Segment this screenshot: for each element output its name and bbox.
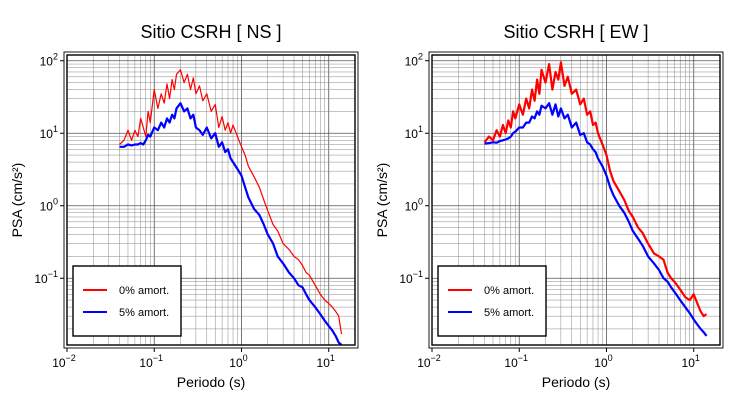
tick-base: 10 bbox=[317, 356, 331, 370]
tick-base: 10 bbox=[405, 200, 419, 214]
tick-exponent: 0 bbox=[418, 197, 423, 207]
tick-exponent: 0 bbox=[243, 353, 248, 363]
tick-exponent: −1 bbox=[48, 269, 58, 279]
tick-base: 10 bbox=[40, 200, 54, 214]
series-group bbox=[483, 61, 708, 337]
legend: 0% amort. 5% amort. bbox=[72, 265, 182, 337]
x-axis-label: Periodo (s) bbox=[542, 374, 610, 390]
y-tick-label: 100 bbox=[405, 197, 423, 214]
tick-exponent: 1 bbox=[418, 124, 423, 134]
plot-frame-outer bbox=[428, 51, 724, 349]
legend: 0% amort. 5% amort. bbox=[437, 265, 547, 337]
tick-exponent: 1 bbox=[330, 353, 335, 363]
y-tick-label: 102 bbox=[40, 52, 58, 69]
x-tick-label: 10−1 bbox=[504, 353, 528, 370]
tick-exponent: 0 bbox=[608, 353, 613, 363]
series-line-damped bbox=[484, 102, 708, 337]
x-tick-label: 100 bbox=[594, 353, 612, 370]
y-tick-label: 100 bbox=[40, 197, 58, 214]
tick-exponent: −2 bbox=[431, 353, 441, 363]
tick-exponent: −1 bbox=[518, 353, 528, 363]
x-axis-label: Periodo (s) bbox=[177, 374, 245, 390]
tick-exponent: 2 bbox=[418, 52, 423, 62]
tick-exponent: −2 bbox=[66, 353, 76, 363]
legend-box bbox=[437, 265, 547, 337]
tick-exponent: 2 bbox=[53, 52, 58, 62]
tick-exponent: −1 bbox=[413, 269, 423, 279]
series-line-undamped bbox=[483, 61, 708, 318]
tick-base: 10 bbox=[40, 55, 54, 69]
series-line-damped bbox=[119, 102, 343, 345]
tick-exponent: 1 bbox=[695, 353, 700, 363]
y-axis-label: PSA (cm/s²) bbox=[374, 163, 390, 238]
y-tick-label: 10−1 bbox=[399, 269, 423, 286]
tick-base: 10 bbox=[405, 55, 419, 69]
series-line-undamped bbox=[119, 69, 343, 335]
legend-label: 5% amort. bbox=[119, 307, 169, 319]
y-tick-label: 101 bbox=[405, 124, 423, 141]
grid bbox=[66, 55, 356, 345]
tick-base: 10 bbox=[594, 356, 608, 370]
series-group bbox=[119, 69, 343, 345]
x-tick-label: 10−2 bbox=[417, 353, 441, 370]
tick-exponent: 0 bbox=[53, 197, 58, 207]
tick-base: 10 bbox=[229, 356, 243, 370]
legend-label: 5% amort. bbox=[484, 307, 534, 319]
tick-base: 10 bbox=[504, 356, 518, 370]
tick-exponent: 1 bbox=[53, 124, 58, 134]
plot-frame bbox=[66, 54, 356, 346]
legend-box bbox=[72, 265, 182, 337]
tick-base: 10 bbox=[399, 272, 413, 286]
x-tick-label: 100 bbox=[229, 353, 247, 370]
y-tick-label: 10−1 bbox=[34, 269, 58, 286]
tick-base: 10 bbox=[417, 356, 431, 370]
tick-base: 10 bbox=[405, 127, 419, 141]
x-tick-label: 10−2 bbox=[52, 353, 76, 370]
x-tick-label: 101 bbox=[682, 353, 700, 370]
chart-title: Sitio CSRH [ NS ] bbox=[140, 22, 281, 42]
y-axis-label: PSA (cm/s²) bbox=[9, 163, 25, 238]
chart-title: Sitio CSRH [ EW ] bbox=[503, 22, 648, 42]
tick-base: 10 bbox=[52, 356, 66, 370]
plot-frame-outer bbox=[63, 51, 359, 349]
tick-base: 10 bbox=[139, 356, 153, 370]
legend-label: 0% amort. bbox=[119, 285, 169, 297]
tick-base: 10 bbox=[34, 272, 48, 286]
tick-base: 10 bbox=[40, 127, 54, 141]
y-tick-label: 102 bbox=[405, 52, 423, 69]
tick-base: 10 bbox=[682, 356, 696, 370]
legend-label: 0% amort. bbox=[484, 285, 534, 297]
x-tick-label: 10−1 bbox=[139, 353, 163, 370]
tick-exponent: −1 bbox=[153, 353, 163, 363]
y-tick-label: 101 bbox=[40, 124, 58, 141]
x-tick-label: 101 bbox=[317, 353, 335, 370]
plot-frame bbox=[431, 54, 721, 346]
